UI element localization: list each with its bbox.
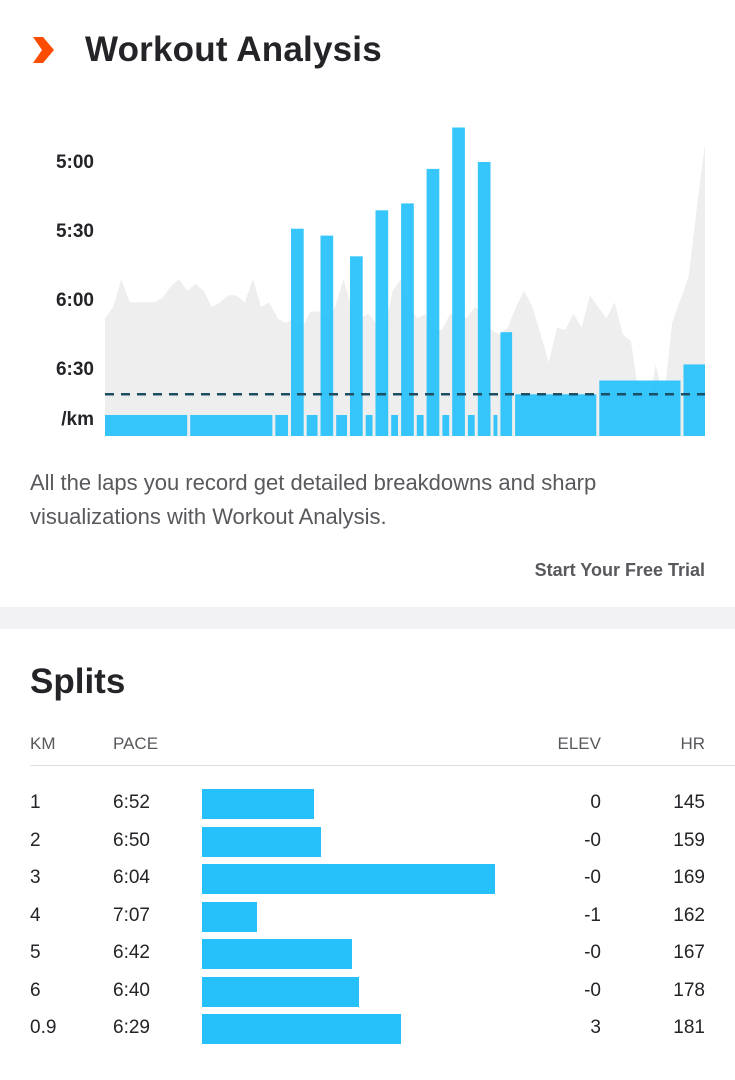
pace-bar — [202, 826, 322, 857]
lap-bar[interactable] — [336, 415, 347, 436]
column-header-km: KM — [30, 734, 56, 753]
pace-bar — [202, 789, 314, 819]
split-heart-rate: 181 — [673, 1017, 705, 1038]
card-header: Workout Analysis — [30, 28, 382, 72]
lap-bar[interactable] — [477, 162, 491, 436]
split-km: 1 — [30, 792, 41, 813]
split-heart-rate: 178 — [673, 979, 705, 1001]
column-header-hr: HR — [680, 734, 705, 753]
split-km: 3 — [30, 867, 41, 888]
split-elevation: 3 — [590, 1017, 601, 1038]
lap-bar[interactable] — [190, 415, 273, 436]
lap-bar[interactable] — [375, 210, 389, 436]
pace-bar — [202, 976, 360, 1007]
split-km: 6 — [30, 979, 41, 1001]
split-heart-rate: 145 — [673, 792, 705, 813]
start-free-trial-link[interactable]: Start Your Free Trial — [534, 560, 705, 580]
lap-bar[interactable] — [291, 228, 304, 436]
lap-bar[interactable] — [105, 415, 188, 436]
table-row: 0.9 6:29 3 181 — [0, 1012, 735, 1046]
table-row: 2 6:50 -0 159 — [0, 825, 735, 859]
strava-chevron-icon — [33, 37, 54, 63]
pace-bar — [202, 939, 352, 969]
split-pace: 6:42 — [113, 942, 150, 963]
table-row: 5 6:42 -0 167 — [0, 937, 735, 971]
split-elevation: 0 — [590, 792, 601, 813]
split-elevation: -0 — [584, 942, 601, 963]
split-pace: 6:52 — [113, 792, 150, 813]
split-heart-rate: 159 — [673, 829, 705, 851]
lap-bar[interactable] — [493, 415, 498, 436]
split-heart-rate: 169 — [673, 867, 705, 888]
lap-bar[interactable] — [467, 415, 475, 436]
table-row: 6 6:40 -0 178 — [0, 975, 735, 1009]
pace-bar — [202, 901, 258, 932]
lap-bar[interactable] — [416, 415, 424, 436]
y-unit-label: /km — [61, 409, 94, 430]
lap-bar[interactable] — [426, 168, 440, 436]
split-heart-rate: 167 — [673, 942, 705, 963]
table-row: 3 6:04 -0 169 — [0, 862, 735, 896]
y-tick-label: 5:30 — [55, 221, 94, 242]
pace-bar — [202, 864, 495, 894]
lap-bar[interactable] — [401, 203, 414, 436]
lap-bar[interactable] — [306, 415, 318, 436]
split-km: 4 — [30, 904, 41, 926]
split-elevation: -1 — [584, 904, 601, 926]
section-divider — [0, 607, 735, 629]
lap-bar[interactable] — [683, 364, 706, 436]
lap-bar[interactable] — [515, 394, 597, 436]
split-km: 5 — [30, 942, 41, 963]
split-elevation: -0 — [584, 829, 601, 851]
lap-bar[interactable] — [275, 415, 288, 436]
split-pace: 6:40 — [113, 979, 150, 1001]
table-row: 4 7:07 -1 162 — [0, 900, 735, 934]
lap-bar[interactable] — [350, 256, 363, 436]
split-km: 2 — [30, 829, 41, 851]
split-elevation: -0 — [584, 867, 601, 888]
split-pace: 6:04 — [113, 867, 150, 888]
y-tick-label: 6:30 — [55, 359, 94, 380]
splits-title: Splits — [30, 662, 126, 701]
feature-description: All the laps you record get detailed bre… — [30, 470, 597, 529]
column-header-pace: PACE — [113, 734, 159, 753]
split-km: 0.9 — [30, 1017, 57, 1038]
pace-bar — [202, 1014, 401, 1044]
pace-background-area — [105, 127, 705, 436]
page-title: Workout Analysis — [85, 30, 382, 69]
split-elevation: -0 — [584, 979, 601, 1001]
lap-bar[interactable] — [320, 235, 334, 436]
split-pace: 7:07 — [113, 904, 150, 926]
y-tick-label: 5:00 — [55, 152, 94, 173]
lap-bar[interactable] — [391, 415, 398, 436]
table-row: 1 6:52 0 145 — [0, 787, 735, 821]
y-tick-label: 6:00 — [55, 290, 94, 311]
lap-bar[interactable] — [452, 127, 465, 437]
column-header-elev: ELEV — [557, 734, 601, 753]
split-pace: 6:50 — [113, 829, 150, 851]
lap-pace-chart: 5:00 5:30 6:00 6:30 /km — [0, 90, 735, 440]
lap-bar[interactable] — [599, 380, 681, 437]
workout-analysis-card: Workout Analysis 5:00 5:30 6:00 6:30 /km… — [0, 28, 735, 580]
lap-bar[interactable] — [500, 332, 513, 436]
lap-pace-chart-svg — [105, 127, 706, 437]
header-divider — [30, 765, 735, 766]
split-pace: 6:29 — [113, 1017, 150, 1038]
split-heart-rate: 162 — [673, 904, 705, 926]
lap-bar[interactable] — [365, 415, 373, 436]
lap-bar[interactable] — [442, 415, 450, 436]
